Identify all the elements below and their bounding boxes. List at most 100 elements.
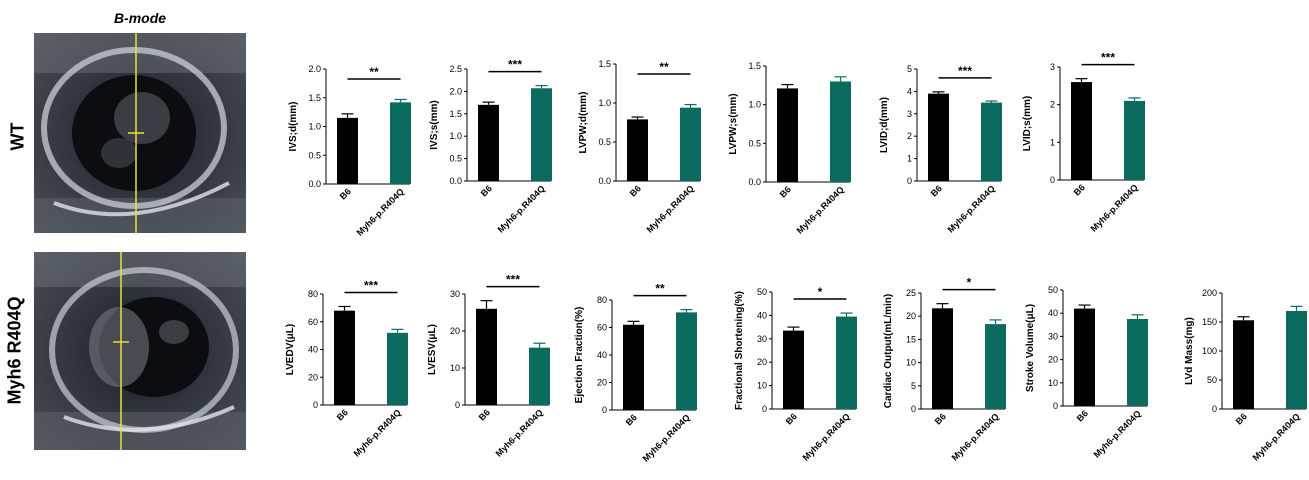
y-tick-label: 1 bbox=[1050, 137, 1055, 147]
significance-label: ** bbox=[659, 60, 669, 74]
bar-mutant bbox=[830, 81, 851, 182]
bar-mutant bbox=[1124, 100, 1145, 180]
y-tick-label: 10 bbox=[450, 363, 460, 373]
y-tick-label: 2 bbox=[907, 131, 912, 141]
row-label-wt: WT bbox=[7, 122, 28, 151]
y-tick-label: 20 bbox=[906, 311, 916, 321]
bmode-title: B-mode bbox=[113, 10, 167, 26]
y-tick-label: 1 bbox=[907, 154, 912, 164]
y-tick-label: 0.0 bbox=[308, 179, 321, 189]
y-tick-label: 40 bbox=[597, 350, 607, 360]
x-tick-label: B6 bbox=[479, 183, 494, 198]
y-tick-label: 1.0 bbox=[748, 100, 761, 110]
y-tick-label: 0 bbox=[911, 404, 916, 414]
x-tick-label: B6 bbox=[477, 407, 492, 422]
significance-label: ** bbox=[655, 282, 665, 296]
bar-b6 bbox=[1071, 82, 1092, 180]
y-tick-label: 0.5 bbox=[308, 150, 321, 160]
y-axis-label: Cardiac Output(mL/min) bbox=[883, 294, 894, 408]
y-tick-label: 2.0 bbox=[308, 64, 321, 74]
x-tick-label: B6 bbox=[1075, 408, 1090, 423]
y-tick-label: 20 bbox=[1048, 355, 1058, 365]
y-tick-label: 1.5 bbox=[598, 59, 611, 69]
y-tick-label: 1.0 bbox=[449, 131, 462, 141]
y-tick-label: 15 bbox=[906, 334, 916, 344]
x-tick-label: B6 bbox=[338, 186, 353, 201]
y-tick-label: 0.5 bbox=[598, 137, 611, 147]
y-axis-label: IVS;s(mm) bbox=[429, 100, 440, 149]
y-tick-label: 2 bbox=[1050, 100, 1055, 110]
bar-mutant bbox=[390, 102, 411, 184]
y-tick-label: 0 bbox=[1212, 404, 1217, 414]
y-tick-label: 0.0 bbox=[598, 176, 611, 186]
y-axis-label: Stroke Volume(μL) bbox=[1025, 304, 1036, 392]
significance-label: * bbox=[967, 276, 972, 290]
bar-b6 bbox=[932, 308, 953, 409]
y-tick-label: 0 bbox=[313, 400, 318, 410]
x-tick-label: B6 bbox=[784, 411, 799, 426]
y-tick-label: 40 bbox=[1048, 308, 1058, 318]
x-tick-label: B6 bbox=[624, 412, 639, 427]
x-tick-label: Myh6-p.R404Q bbox=[1251, 411, 1302, 462]
echo-image-wt bbox=[34, 33, 246, 233]
chart-6: 0 1 2 3 LVID;s(mm) B6 Myh6-p.R404Q *** bbox=[1022, 51, 1145, 234]
chart-13: 0 50 100 150 200 LVd Mass(mg) B6 Myh6-p.R404Q bbox=[1184, 288, 1307, 463]
bar-b6 bbox=[334, 310, 355, 405]
significance-label: ** bbox=[369, 65, 379, 79]
y-tick-label: 3 bbox=[1050, 62, 1055, 72]
y-tick-label: 200 bbox=[1202, 288, 1217, 298]
y-tick-label: 2.0 bbox=[449, 86, 462, 96]
y-tick-label: 0 bbox=[1050, 175, 1055, 185]
y-axis-label: LVPW;d(mm) bbox=[578, 92, 589, 154]
bar-b6 bbox=[777, 88, 798, 182]
y-tick-label: 0 bbox=[455, 400, 460, 410]
y-tick-label: 1.5 bbox=[449, 109, 462, 119]
y-tick-label: 3 bbox=[907, 109, 912, 119]
significance-label: *** bbox=[1101, 51, 1115, 65]
bar-mutant bbox=[981, 102, 1002, 181]
bar-mutant bbox=[676, 312, 697, 410]
x-tick-label: B6 bbox=[778, 184, 793, 199]
y-tick-label: 10 bbox=[906, 358, 916, 368]
y-axis-label: LVEDV(μL) bbox=[285, 324, 296, 375]
y-tick-label: 50 bbox=[1048, 285, 1058, 295]
bar-mutant bbox=[680, 107, 701, 181]
significance-label: * bbox=[818, 285, 823, 299]
bar-b6 bbox=[478, 104, 499, 181]
y-tick-label: 2.5 bbox=[449, 64, 462, 74]
y-tick-label: 80 bbox=[308, 289, 318, 299]
y-axis-label: LVID;s(mm) bbox=[1022, 96, 1033, 151]
y-tick-label: 40 bbox=[757, 310, 767, 320]
y-tick-label: 30 bbox=[1048, 331, 1058, 341]
bar-mutant bbox=[836, 316, 857, 409]
x-tick-label: B6 bbox=[933, 411, 948, 426]
y-tick-label: 40 bbox=[308, 345, 318, 355]
row-label-r404q: Myh6 R404Q bbox=[4, 296, 25, 405]
y-tick-label: 50 bbox=[1207, 375, 1217, 385]
y-tick-label: 4 bbox=[907, 86, 912, 96]
bar-b6 bbox=[783, 330, 804, 409]
bar-b6 bbox=[337, 117, 358, 184]
bar-mutant bbox=[387, 332, 408, 405]
y-tick-label: 0 bbox=[762, 404, 767, 414]
y-axis-label: LVESV(μL) bbox=[427, 324, 438, 375]
significance-label: *** bbox=[506, 273, 520, 287]
y-tick-label: 0.0 bbox=[748, 177, 761, 187]
bar-b6 bbox=[476, 308, 497, 405]
x-tick-label: Myh6-p.R404Q bbox=[1089, 182, 1140, 233]
y-tick-label: 25 bbox=[906, 288, 916, 298]
y-tick-label: 20 bbox=[308, 372, 318, 382]
bar-b6 bbox=[627, 119, 648, 181]
y-tick-label: 10 bbox=[757, 381, 767, 391]
bar-b6 bbox=[1233, 320, 1254, 409]
y-axis-label: LVID;d(mm) bbox=[879, 97, 890, 153]
y-tick-label: 10 bbox=[1048, 378, 1058, 388]
y-tick-label: 60 bbox=[308, 317, 318, 327]
y-tick-label: 5 bbox=[907, 64, 912, 74]
